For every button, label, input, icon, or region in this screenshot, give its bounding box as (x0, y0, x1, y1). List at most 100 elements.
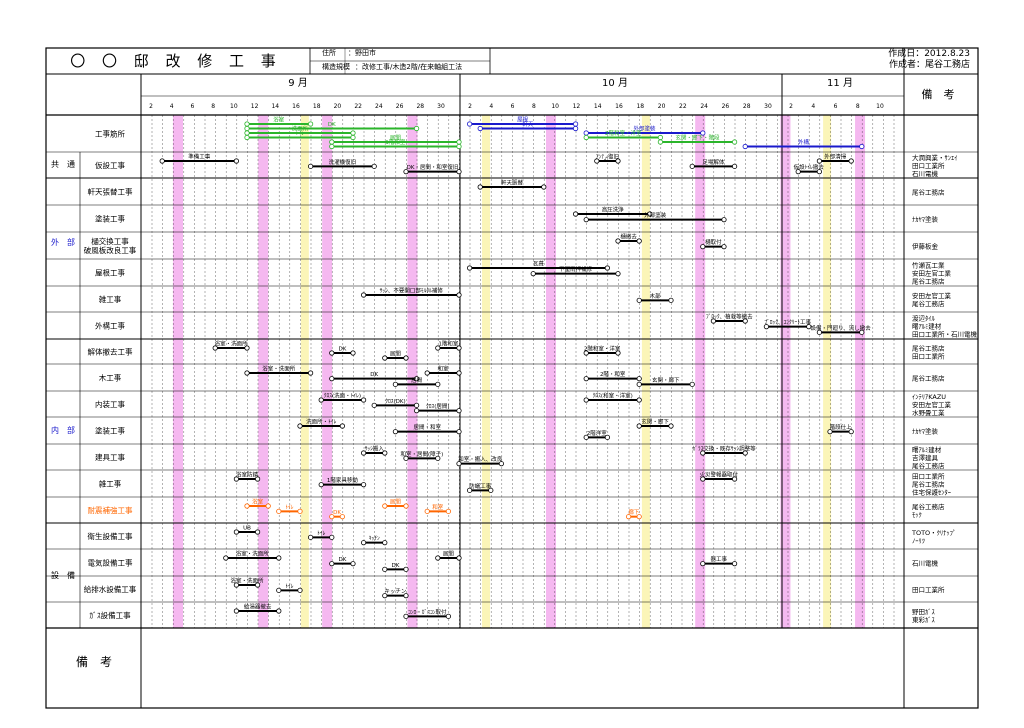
row-contractor: 尾谷工務店 (912, 374, 945, 383)
task-end-marker (668, 297, 674, 303)
row-contractor: 安田左官工業 (912, 400, 952, 409)
group-labels: 共 通 外 部 内 部 設 備 備 考 (51, 159, 112, 669)
task-label: 和室 (432, 503, 444, 511)
task-end-marker (806, 324, 812, 330)
task-end-marker (456, 139, 462, 145)
group-common: 共 通 (51, 159, 75, 169)
task-start-marker (710, 318, 717, 324)
task-start-marker (424, 508, 430, 514)
task-bar: 外部清掃 (816, 153, 854, 164)
day-tick-label: 30 (437, 103, 445, 110)
task-start-marker (233, 608, 239, 614)
task-bar: 浴室・洗面所 (230, 577, 264, 588)
holiday-band (172, 115, 183, 628)
task-start-marker (435, 345, 441, 351)
task-bar: 階段仕上 (827, 423, 854, 435)
task-end-marker (297, 508, 303, 514)
task-end-marker (731, 561, 738, 567)
row-label: 雑工事 (99, 294, 122, 304)
date-highlight-bands (172, 115, 866, 628)
task-end-marker (859, 329, 865, 335)
task-label: 浴室防錆 (236, 471, 259, 479)
task-label: 浴室 (252, 498, 264, 506)
task-bar: DK (329, 557, 356, 567)
task-bar: ｶﾞﾗｽ交換・既存ｻｯｼ調整等 (692, 445, 756, 456)
task-start-marker (382, 566, 388, 572)
day-tick-label: 6 (511, 103, 515, 110)
task-label: 外部清掃 (824, 153, 847, 161)
day-tick-label: 18 (636, 103, 644, 110)
row-label: 解体撤去工事 (88, 347, 133, 357)
task-start-marker (244, 134, 250, 141)
task-label: 1階和室 (385, 138, 405, 146)
task-bar: 廊下 (625, 508, 642, 520)
task-end-marker (360, 482, 367, 488)
task-end-marker (445, 613, 451, 619)
task-start-marker (700, 561, 706, 567)
task-label: 居間 (443, 551, 455, 558)
day-tick-label: 28 (743, 103, 751, 110)
day-tick-label: 12 (573, 103, 581, 110)
task-start-marker (329, 143, 335, 150)
task-end-marker (647, 211, 653, 217)
task-bar: ｷｯﾁﾝ (360, 535, 388, 546)
task-label: 浴室・洗面所 (215, 340, 249, 348)
row-label: 工事筋所 (95, 129, 125, 139)
task-start-marker (244, 503, 250, 509)
task-end-marker (456, 169, 462, 175)
task-label: 2階和室・洋室 (584, 345, 621, 353)
task-bar: 給湯器撤去 (233, 603, 282, 614)
month-label-nov: 11 月 (827, 77, 853, 89)
task-bar: 樋取付 (700, 238, 727, 250)
task-end-marker (456, 408, 462, 414)
task-end-marker (572, 121, 579, 127)
task-start-marker (329, 561, 335, 567)
task-label: 外構 (798, 138, 810, 146)
row-contractor: 田口工業所 (912, 472, 945, 481)
task-end-marker (255, 582, 261, 588)
task-bar: 設備・門廻り、流し撤去 (810, 324, 871, 335)
weekend-band (300, 115, 309, 628)
outer-frame (45, 47, 979, 709)
task-end-marker (731, 476, 738, 482)
month-label-oct: 10 月 (602, 77, 628, 89)
task-bar: 浴室・洗面所 (212, 340, 250, 351)
day-tick-label: 10 (230, 103, 238, 110)
day-tick-label: 24 (700, 103, 708, 110)
task-end-marker (339, 423, 345, 429)
header: 〇 〇 邸 改 修 工 事 住所 ：野田市 構造規模 ：改修工事/木造2階/在来… (70, 47, 970, 101)
task-end-marker (403, 593, 409, 599)
task-label: ｸﾛｽ(洗面・ﾄｲﾚ) (324, 392, 361, 400)
task-end-marker (668, 423, 674, 429)
task-start-marker (329, 350, 335, 356)
task-bars: 浴室DK洗面所ﾄｲﾚ居間1階和室屋根軒天外部塗装2階和室・洋室玄関・廊下・階段外… (159, 116, 871, 619)
task-label: DK (338, 347, 346, 353)
row-contractor: ｲﾝﾃﾘｱKAZU (912, 393, 946, 401)
task-label: 器工事 (710, 555, 727, 563)
task-start-marker (318, 397, 324, 403)
task-label: 1階和室 (438, 340, 458, 348)
task-start-marker (477, 125, 483, 132)
task-end-marker (731, 139, 738, 145)
task-end-marker (403, 566, 409, 572)
task-start-marker (403, 613, 409, 619)
task-label: ｻｯｼ、不要開口部ﾓﾙﾀﾙ補修 (380, 287, 444, 295)
task-label: ﾄｲﾚ (317, 531, 326, 537)
task-bar: 2階和室・洋室 (583, 345, 621, 356)
task-label: 防蟻工事 (469, 482, 492, 490)
task-label: 2階・和室 (600, 370, 626, 378)
task-end-marker (339, 514, 345, 520)
task-label: 居間 (390, 135, 402, 142)
row-contractor: 渡辺ﾀｲﾙ (912, 314, 936, 323)
task-end-marker (848, 158, 854, 164)
task-label: 居間 (390, 499, 402, 506)
task-bar: 軒天張替 (477, 179, 547, 190)
structure-label: 構造規模 (322, 62, 350, 71)
task-start-marker (403, 455, 409, 461)
task-bar: 1階和室 (435, 340, 462, 351)
task-end-marker (636, 514, 642, 520)
task-label: 足場解体 (702, 158, 725, 166)
task-label: 火災警報器取付 (699, 471, 738, 479)
task-bar: 浴室・洗面所 (244, 365, 314, 376)
task-end-marker (265, 503, 271, 509)
